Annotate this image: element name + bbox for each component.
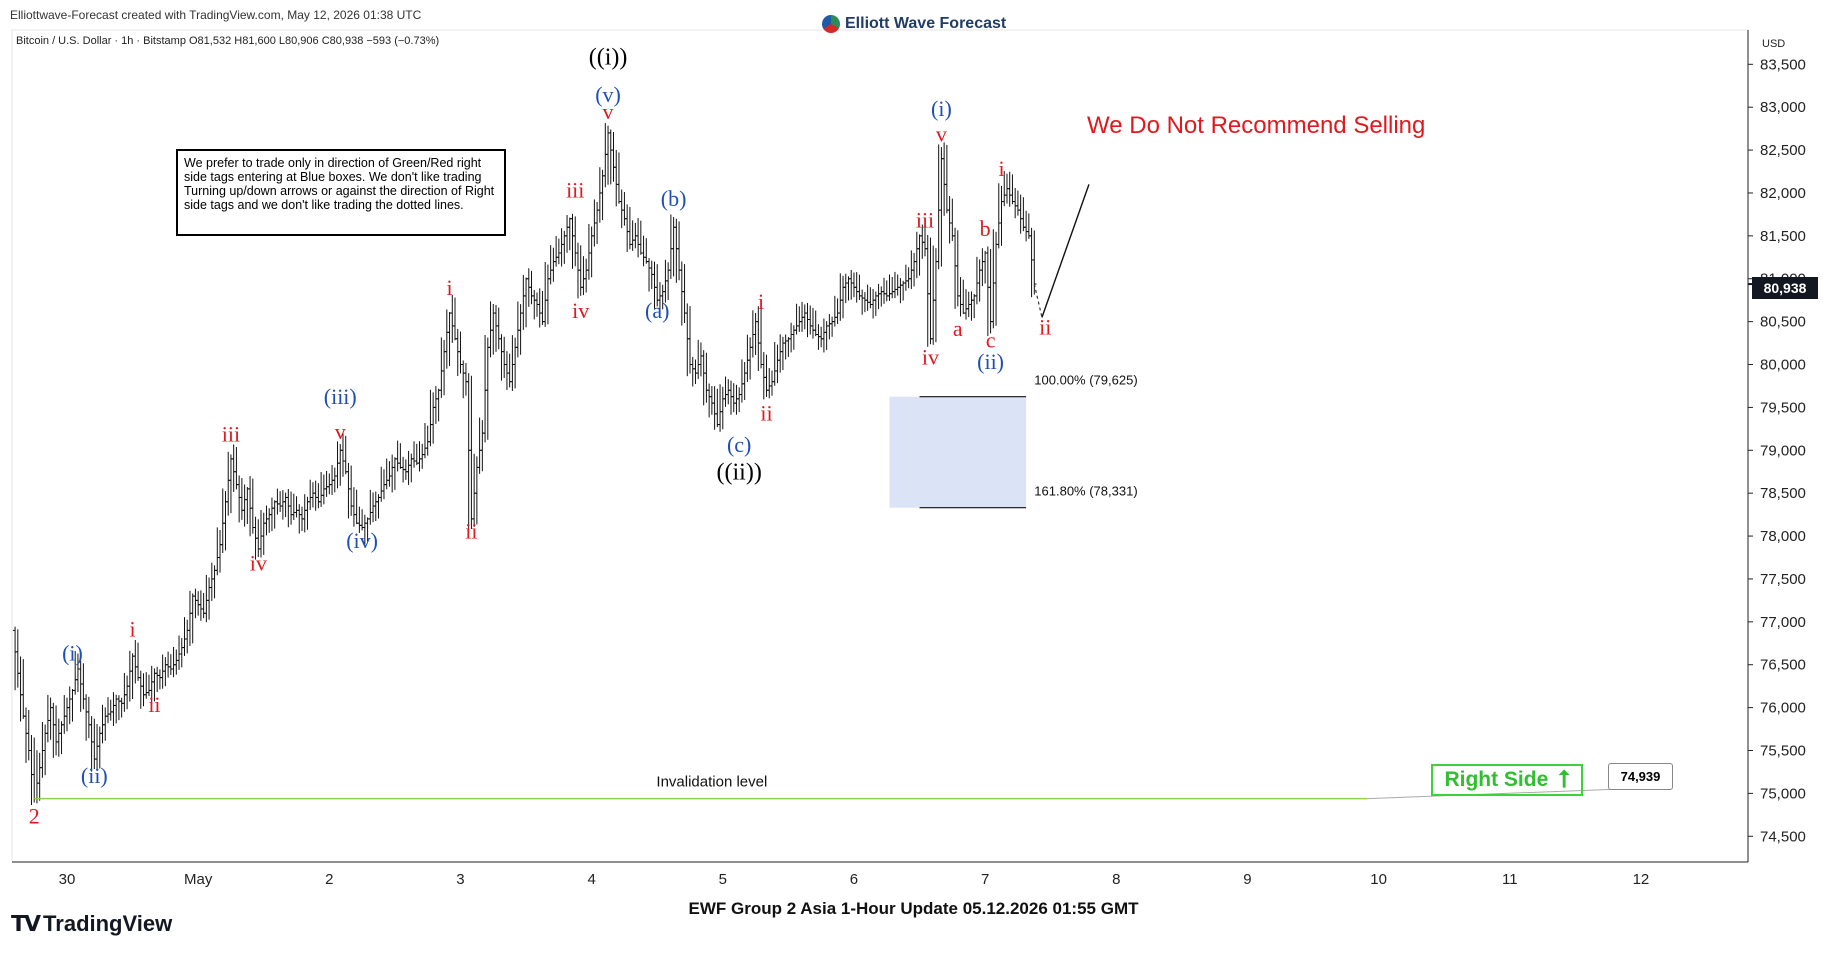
symbol-info: Bitcoin / U.S. Dollar · 1h · Bitstamp O8… xyxy=(16,35,440,47)
wave-label: ii xyxy=(465,519,477,544)
wave-label: (iii) xyxy=(324,384,357,409)
wave-label: i xyxy=(446,275,452,300)
warning-text: We Do Not Recommend Selling xyxy=(1087,112,1426,139)
x-tick-label: May xyxy=(184,871,213,888)
trading-note-box: We prefer to trade only in direction of … xyxy=(176,149,506,236)
right-side-tag: Right Side ⭡ xyxy=(1431,764,1583,796)
wave-label: ii xyxy=(1039,314,1051,339)
x-tick-label: 3 xyxy=(456,871,464,888)
wave-label: a xyxy=(953,316,963,341)
wave-label: iv xyxy=(572,298,589,323)
y-tick-label: 75,500 xyxy=(1760,742,1806,759)
y-tick-label: 83,500 xyxy=(1760,56,1806,73)
ewf-logo-icon xyxy=(822,15,840,33)
tradingview-logo-icon: 𝗧𝗩 xyxy=(11,911,41,936)
y-tick-label: 78,000 xyxy=(1760,528,1806,545)
wave-label: (i) xyxy=(62,640,83,665)
wave-label: ii xyxy=(148,692,160,717)
wave-label: 2 xyxy=(29,803,40,828)
wave-label: (ii) xyxy=(977,349,1004,374)
y-tick-label: 83,000 xyxy=(1760,99,1806,116)
y-tick-label: 77,500 xyxy=(1760,571,1806,588)
wave-label: i xyxy=(130,616,136,641)
x-tick-label: 2 xyxy=(325,871,333,888)
x-tick-label: 10 xyxy=(1370,871,1387,888)
wave-labels-layer: 2(i)(ii)iiiiiiiv(iii)v(iv)iiiiiiiv((i))(… xyxy=(29,44,1052,828)
wave-label: v xyxy=(936,122,947,147)
wave-label: i xyxy=(998,156,1004,181)
y-tick-label: 77,000 xyxy=(1760,614,1806,631)
candlestick-series xyxy=(12,123,1037,806)
chart-credit: Elliottwave-Forecast created with Tradin… xyxy=(10,8,422,22)
y-tick-label: 80,000 xyxy=(1760,357,1806,374)
x-tick-label: 30 xyxy=(59,871,76,888)
footer-title: EWF Group 2 Asia 1-Hour Update 05.12.202… xyxy=(688,899,1139,918)
axes-layer: 74,500 75,000 75,500 76,000 76,500 77,000 77,5… xyxy=(12,30,1806,888)
wave-label: ((i)) xyxy=(589,44,628,70)
tradingview-name: TradingView xyxy=(43,911,173,936)
fib-blue-box xyxy=(889,396,1027,508)
callout-pointer xyxy=(1367,788,1623,800)
wave-label: c xyxy=(986,327,996,352)
wave-label: iv xyxy=(250,550,267,575)
wave-label: iii xyxy=(916,207,934,232)
x-tick-label: 7 xyxy=(981,871,989,888)
wave-label: i xyxy=(758,289,764,314)
wave-label: (ii) xyxy=(81,763,108,788)
projection-line xyxy=(1041,184,1090,318)
right-side-label: Right Side xyxy=(1444,768,1549,791)
y-tick-label: 80,500 xyxy=(1760,314,1806,331)
brand-name: Elliott Wave Forecast xyxy=(845,15,1007,32)
y-tick-label: 82,500 xyxy=(1760,142,1806,159)
blue-box-layer xyxy=(889,396,1027,508)
wave-label: b xyxy=(980,216,991,241)
y-tick-label: 79,500 xyxy=(1760,399,1806,416)
wave-label: (i) xyxy=(931,96,952,121)
wave-label: (a) xyxy=(645,298,669,323)
invalidation-value-callout: 74,939 xyxy=(1608,763,1673,790)
wave-label: (iv) xyxy=(346,528,378,553)
wave-label: iii xyxy=(566,177,584,202)
x-tick-label: 11 xyxy=(1502,871,1518,888)
x-tick-label: 9 xyxy=(1243,871,1251,888)
x-tick-label: 5 xyxy=(719,871,727,888)
y-tick-label: 81,500 xyxy=(1760,228,1806,245)
wave-label: v xyxy=(603,99,614,124)
wave-label: v xyxy=(335,419,346,444)
wave-label: ii xyxy=(760,400,772,425)
y-tick-label: 76,500 xyxy=(1760,657,1806,674)
x-tick-label: 12 xyxy=(1633,871,1650,888)
fib-level-label: 100.00% (79,625) xyxy=(1034,373,1137,388)
wave-label: (b) xyxy=(661,186,687,211)
y-tick-label: 78,500 xyxy=(1760,485,1806,502)
wave-label: iv xyxy=(922,345,939,370)
y-tick-label: 82,000 xyxy=(1760,185,1806,202)
x-tick-label: 8 xyxy=(1112,871,1120,888)
projection-dotted xyxy=(1033,283,1043,318)
y-tick-label: 79,000 xyxy=(1760,442,1806,459)
wave-label: (c) xyxy=(727,432,751,457)
invalidation-label: Invalidation level xyxy=(656,774,767,791)
y-tick-label: 76,000 xyxy=(1760,700,1806,717)
up-arrow-icon: ⭡ xyxy=(1558,766,1570,793)
x-tick-label: 4 xyxy=(587,871,595,888)
wave-label: (v) xyxy=(595,82,621,107)
y-tick-label: 74,500 xyxy=(1760,828,1806,845)
wave-label: ((ii)) xyxy=(717,459,762,485)
brand-logo: Elliott Wave Forecast xyxy=(822,15,1006,33)
x-tick-label: 6 xyxy=(850,871,858,888)
levels-layer: 100.00% (79,625) 161.80% (78,331) Invalida… xyxy=(34,184,1623,800)
last-price-badge: 80,938 xyxy=(1752,277,1818,299)
tradingview-logo: 𝗧𝗩 TradingView xyxy=(11,911,172,937)
currency-label: USD xyxy=(1762,38,1786,50)
y-tick-label: 75,000 xyxy=(1760,785,1806,802)
wave-label: iii xyxy=(222,422,240,447)
fib-level-label: 161.80% (78,331) xyxy=(1034,484,1137,499)
